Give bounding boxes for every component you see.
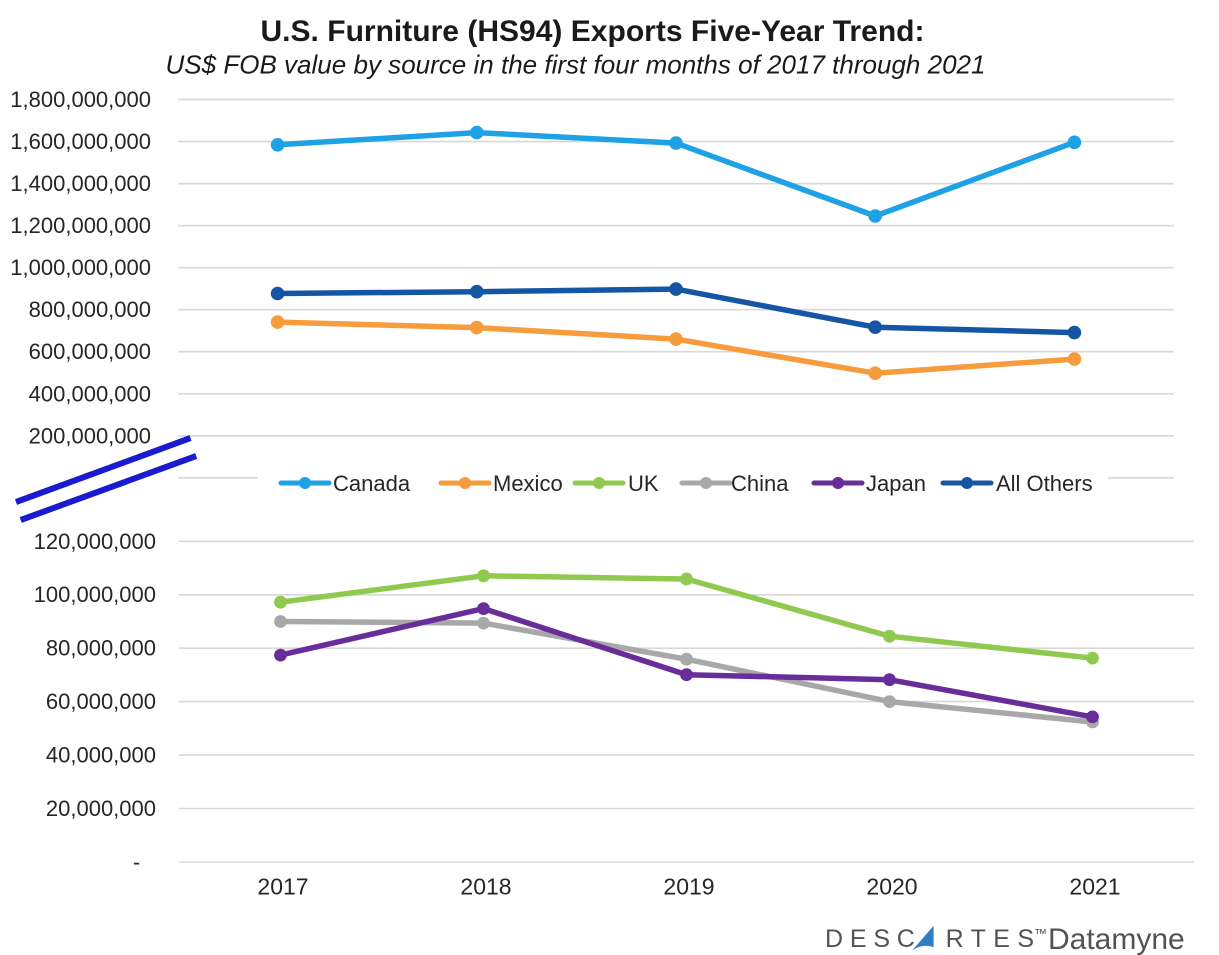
svg-text:1,600,000,000: 1,600,000,000	[10, 129, 151, 154]
svg-text:China: China	[731, 471, 789, 496]
svg-text:20,000,000: 20,000,000	[46, 796, 156, 821]
svg-text:2020: 2020	[866, 874, 917, 900]
svg-text:Canada: Canada	[333, 471, 411, 496]
svg-text:-: -	[133, 850, 140, 875]
svg-text:1,200,000,000: 1,200,000,000	[10, 213, 151, 238]
svg-text:Datamyne: Datamyne	[1048, 923, 1185, 955]
svg-text:1,400,000,000: 1,400,000,000	[10, 171, 151, 196]
svg-text:80,000,000: 80,000,000	[46, 636, 156, 661]
svg-text:2017: 2017	[257, 874, 308, 900]
svg-text:US$ FOB value by source in the: US$ FOB value by source in the first fou…	[166, 50, 986, 80]
svg-text:120,000,000: 120,000,000	[34, 529, 156, 554]
svg-text:U.S. Furniture (HS94) Exports: U.S. Furniture (HS94) Exports Five-Year …	[261, 15, 925, 48]
svg-text:60,000,000: 60,000,000	[46, 689, 156, 714]
svg-text:Japan: Japan	[866, 471, 926, 496]
svg-text:400,000,000: 400,000,000	[29, 381, 151, 406]
svg-text:600,000,000: 600,000,000	[29, 339, 151, 364]
svg-text:200,000,000: 200,000,000	[29, 423, 151, 448]
svg-text:1,000,000,000: 1,000,000,000	[10, 255, 151, 280]
svg-text:DESC: DESC	[825, 925, 922, 953]
svg-text:800,000,000: 800,000,000	[29, 297, 151, 322]
svg-text:2019: 2019	[663, 874, 714, 900]
svg-text:100,000,000: 100,000,000	[34, 582, 156, 607]
svg-text:40,000,000: 40,000,000	[46, 743, 156, 768]
svg-text:2021: 2021	[1069, 874, 1120, 900]
svg-text:2018: 2018	[460, 874, 511, 900]
svg-text:All Others: All Others	[996, 471, 1093, 496]
svg-text:1,800,000,000: 1,800,000,000	[10, 87, 151, 112]
svg-text:UK: UK	[628, 471, 659, 496]
svg-text:™: ™	[1034, 926, 1047, 941]
svg-text:Mexico: Mexico	[493, 471, 563, 496]
svg-text:RTES: RTES	[946, 925, 1042, 953]
